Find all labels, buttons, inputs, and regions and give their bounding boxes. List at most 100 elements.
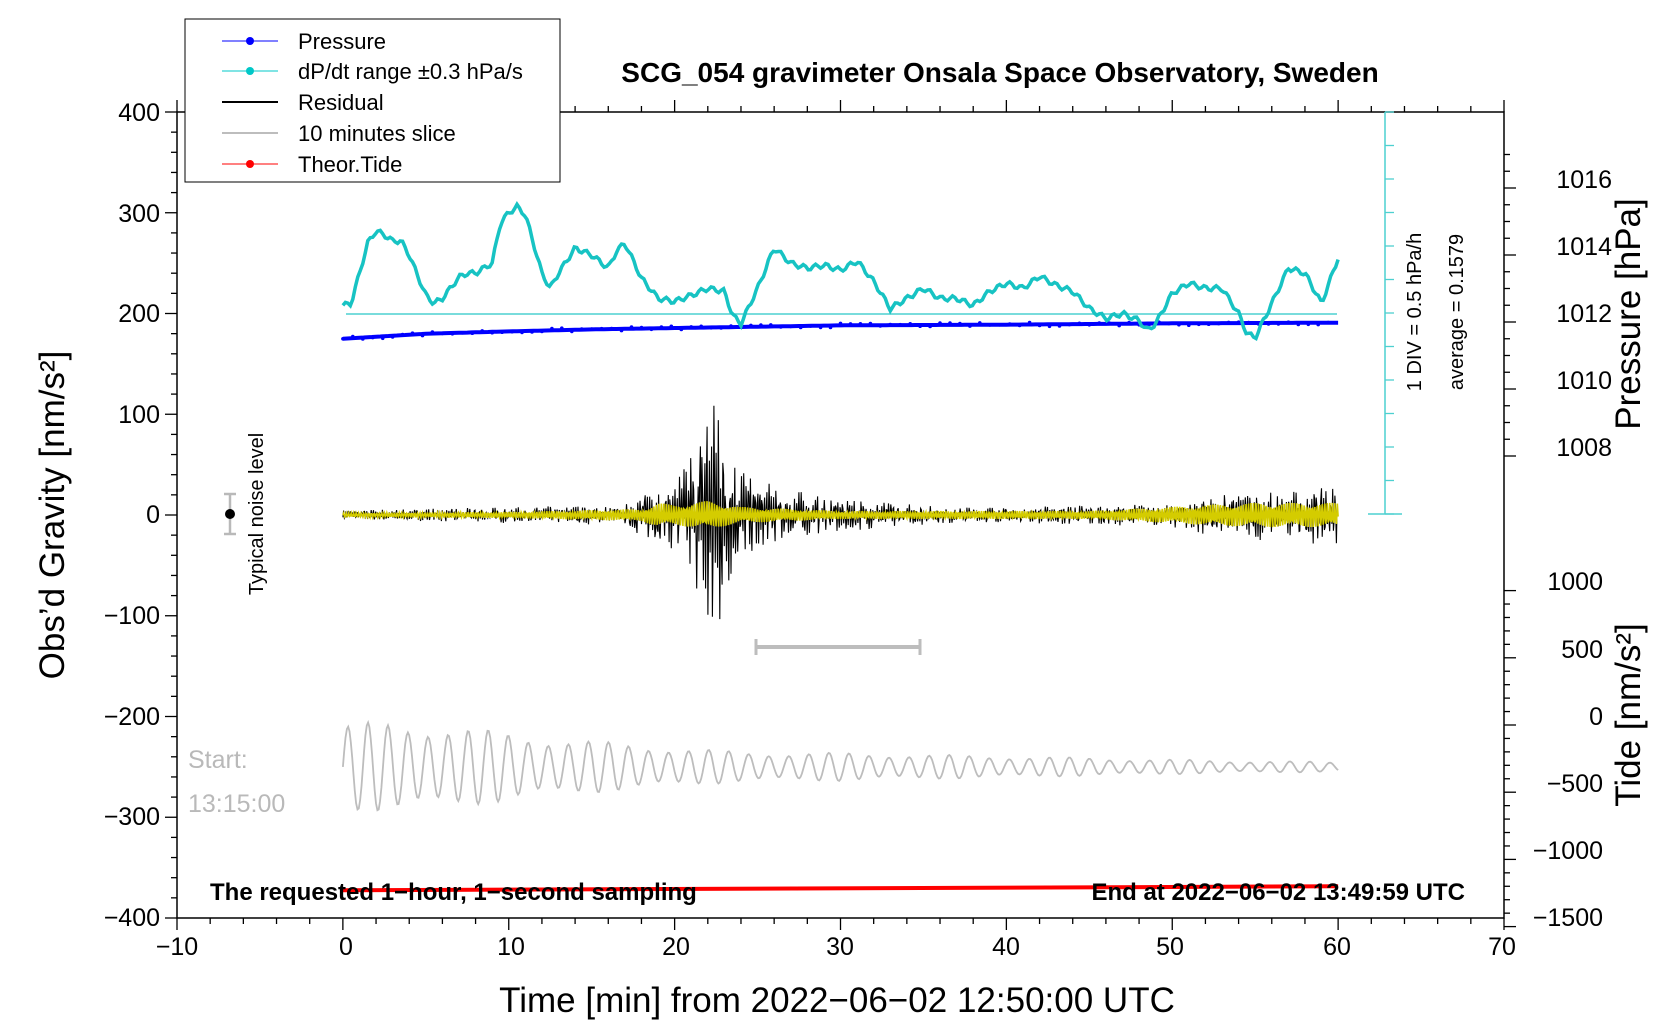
legend-entry-theor-tide: Theor.Tide — [222, 152, 402, 177]
legend: Pressure dP/dt range ±0.3 hPa/s Residual… — [184, 18, 561, 183]
pressure-point — [361, 337, 365, 341]
y-tick-labels-left: 400 300 200 100 0 −100 −200 −300 −400 — [104, 99, 160, 932]
pressure-point — [997, 323, 1002, 327]
pressure-tick-label: 1008 — [1556, 434, 1612, 462]
pressure-point — [599, 326, 604, 331]
series-theor-tide — [342, 884, 1339, 893]
pressure-point — [1047, 324, 1052, 329]
pressure-point — [1326, 320, 1330, 325]
tide-tick-label: −500 — [1547, 770, 1603, 798]
tide-tick-label: 500 — [1561, 636, 1603, 664]
pressure-point — [838, 321, 843, 326]
pressure-point — [629, 325, 634, 329]
series-residual-filtered — [342, 501, 1339, 528]
pressure-point — [390, 335, 395, 339]
pressure-point — [1027, 320, 1032, 325]
noise-level-marker — [224, 492, 236, 536]
pressure-point — [510, 329, 514, 334]
noise-label: Typical noise level — [246, 433, 268, 595]
pressure-point — [440, 331, 445, 336]
pressure-point — [1057, 324, 1062, 328]
pressure-point — [1306, 322, 1311, 327]
pressure-point — [380, 336, 385, 341]
pressure-point — [818, 325, 823, 330]
legend-box — [184, 18, 561, 183]
y-axis-label-tide: Tide [nm/s²] — [1609, 623, 1648, 806]
legend-label: Theor.Tide — [298, 152, 402, 177]
pressure-point — [1316, 322, 1320, 327]
average-label: average = 0.1579 — [1446, 234, 1468, 390]
pressure-point — [898, 322, 902, 327]
pressure-point — [480, 329, 485, 333]
pressure-point — [669, 324, 674, 329]
pressure-point — [550, 326, 554, 331]
pressure-point — [1087, 323, 1092, 327]
pressure-point — [351, 334, 355, 339]
pressure-point — [400, 332, 405, 337]
tide-tick-label: 0 — [1589, 703, 1603, 731]
legend-entry-dpdt: dP/dt range ±0.3 hPa/s — [222, 59, 523, 84]
x-tick-label: 50 — [1156, 933, 1184, 961]
start-time: 13:15:00 — [188, 790, 285, 818]
pressure-point — [1077, 321, 1082, 326]
pressure-point — [450, 332, 455, 336]
pressure-point — [878, 324, 883, 328]
pressure-point — [1037, 323, 1042, 328]
pressure-point — [798, 325, 803, 330]
legend-marker — [246, 160, 254, 168]
pressure-point — [1236, 320, 1241, 325]
pressure-tick-label: 1010 — [1556, 367, 1612, 395]
y-tick-label: 200 — [118, 300, 160, 328]
y-tick-label: −200 — [104, 703, 160, 731]
pressure-point — [1197, 322, 1201, 327]
legend-label: Residual — [298, 90, 384, 115]
pressure-point — [420, 333, 425, 338]
pressure-point — [1216, 321, 1221, 326]
pressure-point — [928, 324, 932, 329]
x-tick-label: 40 — [992, 933, 1020, 961]
series-10-minutes-slice — [342, 719, 1339, 812]
legend-marker — [246, 67, 254, 75]
x-tick-labels: −10 0 10 20 30 40 50 60 70 — [156, 933, 1516, 961]
series-dpdt — [341, 200, 1340, 342]
y-tick-label: −400 — [104, 904, 160, 932]
pressure-point — [530, 330, 534, 334]
pressure-point — [888, 322, 893, 327]
pressure-point — [978, 321, 982, 325]
x-tick-label: 70 — [1488, 933, 1516, 961]
tide-tick-label: −1500 — [1533, 904, 1603, 932]
pressure-point — [1147, 323, 1151, 327]
x-tick-label: 20 — [662, 933, 690, 961]
pressure-point — [430, 330, 435, 334]
pressure-point — [1276, 322, 1281, 326]
pressure-point — [788, 324, 793, 329]
legend-label: Pressure — [298, 29, 386, 54]
pressure-point — [1117, 323, 1121, 328]
series-pressure — [342, 320, 1339, 341]
pressure-point — [1246, 320, 1251, 325]
pressure-point — [779, 325, 783, 329]
y-tick-label: 400 — [118, 99, 160, 127]
pressure-point — [948, 321, 952, 325]
x-axis-label: Time [min] from 2022−06−02 12:50:00 UTC — [499, 981, 1175, 1020]
pressure-point — [589, 327, 594, 331]
pressure-point — [1226, 320, 1231, 325]
pressure-point — [679, 327, 684, 332]
y-axis-label-left: Obs’d Gravity [nm/s²] — [33, 351, 72, 680]
pressure-point — [938, 321, 942, 325]
pressure-point — [619, 328, 624, 333]
pressure-point — [729, 324, 733, 328]
legend-label: 10 minutes slice — [298, 121, 456, 146]
chart-title: SCG_054 gravimeter Onsala Space Observat… — [621, 57, 1378, 88]
x-tick-label: 10 — [497, 933, 525, 961]
pressure-point — [1097, 321, 1102, 325]
legend-entry-slice: 10 minutes slice — [222, 121, 456, 146]
pressure-point — [540, 329, 544, 334]
pressure-point — [410, 331, 415, 336]
pressure-point — [490, 330, 495, 335]
pressure-tick-label: 1012 — [1556, 300, 1612, 328]
x-tick-label: 0 — [339, 933, 353, 961]
y-tick-label: −100 — [104, 602, 160, 630]
pressure-point — [908, 322, 912, 326]
